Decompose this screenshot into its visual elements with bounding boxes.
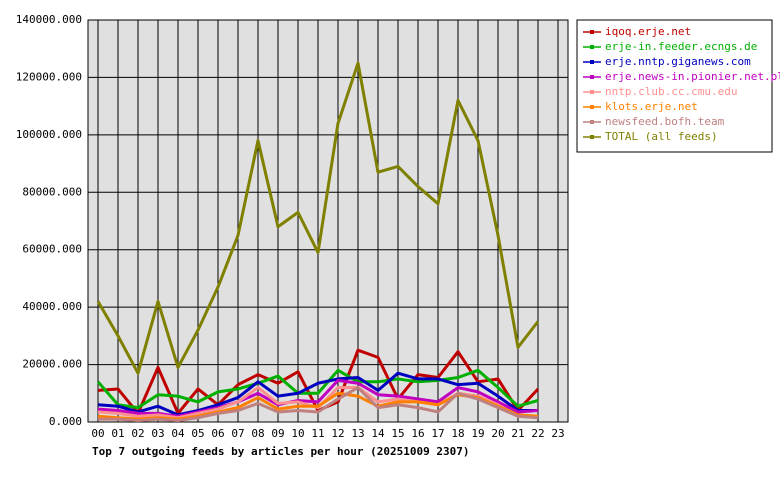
- y-tick-label: 20000.000: [22, 358, 82, 371]
- series-line: [98, 386, 539, 423]
- x-tick-label: 23: [551, 427, 564, 440]
- x-tick-label: 10: [291, 427, 304, 440]
- legend-label: erje.nntp.giganews.com: [605, 55, 751, 68]
- x-tick-label: 08: [251, 427, 264, 440]
- x-tick-label: 03: [151, 427, 164, 440]
- legend-label: erje.news-in.pionier.net.pl: [605, 70, 780, 83]
- legend-marker: [590, 105, 594, 109]
- x-tick-label: 09: [271, 427, 284, 440]
- legend-label: TOTAL (all feeds): [605, 130, 718, 143]
- x-tick-label: 06: [211, 427, 224, 440]
- chart-title: Top 7 outgoing feeds by articles per hou…: [92, 445, 470, 458]
- legend-marker: [590, 120, 594, 124]
- legend-marker: [590, 135, 594, 139]
- x-tick-label: 04: [171, 427, 185, 440]
- legend-box: [576, 19, 773, 153]
- x-tick-label: 14: [371, 427, 385, 440]
- legend-label: klots.erje.net: [605, 100, 698, 113]
- x-tick-label: 11: [311, 427, 324, 440]
- series-line: [96, 368, 539, 410]
- x-tick-label: 00: [91, 427, 104, 440]
- x-tick-label: 02: [131, 427, 144, 440]
- legend-marker: [590, 45, 594, 49]
- x-tick-label: 15: [391, 427, 404, 440]
- plot-background: [87, 19, 569, 423]
- x-tick-label: 17: [431, 427, 444, 440]
- x-tick-label: 05: [191, 427, 204, 440]
- x-tick-label: 20: [491, 427, 504, 440]
- legend-marker: [590, 75, 594, 79]
- y-tick-label: 120000.000: [16, 70, 82, 83]
- legend-marker: [590, 60, 594, 64]
- x-tick-label: 19: [471, 427, 484, 440]
- series-line: [97, 371, 538, 417]
- y-tick-label: 0.000: [49, 415, 82, 428]
- legend-label: nntp.club.cc.cmu.edu: [605, 85, 737, 98]
- legend-label: iqoq.erje.net: [605, 25, 691, 38]
- x-tick-label: 22: [531, 427, 544, 440]
- x-tick-label: 13: [351, 427, 364, 440]
- x-tick-label: 07: [231, 427, 244, 440]
- y-tick-label: 40000.000: [22, 300, 82, 313]
- series-line: [96, 61, 540, 375]
- x-tick-label: 16: [411, 427, 424, 440]
- y-tick-label: 80000.000: [22, 185, 82, 198]
- x-tick-label: 18: [451, 427, 464, 440]
- y-tick-label: 60000.000: [22, 243, 82, 256]
- x-tick-label: 21: [511, 427, 524, 440]
- y-tick-label: 100000.000: [16, 128, 82, 141]
- x-tick-label: 12: [331, 427, 344, 440]
- x-tick-label: 01: [111, 427, 124, 440]
- legend-marker: [590, 30, 594, 34]
- legend-label: erje-in.feeder.ecngs.de: [605, 40, 757, 53]
- legend-marker: [590, 90, 594, 94]
- legend-label: newsfeed.bofh.team: [605, 115, 725, 128]
- y-tick-label: 140000.000: [16, 13, 82, 26]
